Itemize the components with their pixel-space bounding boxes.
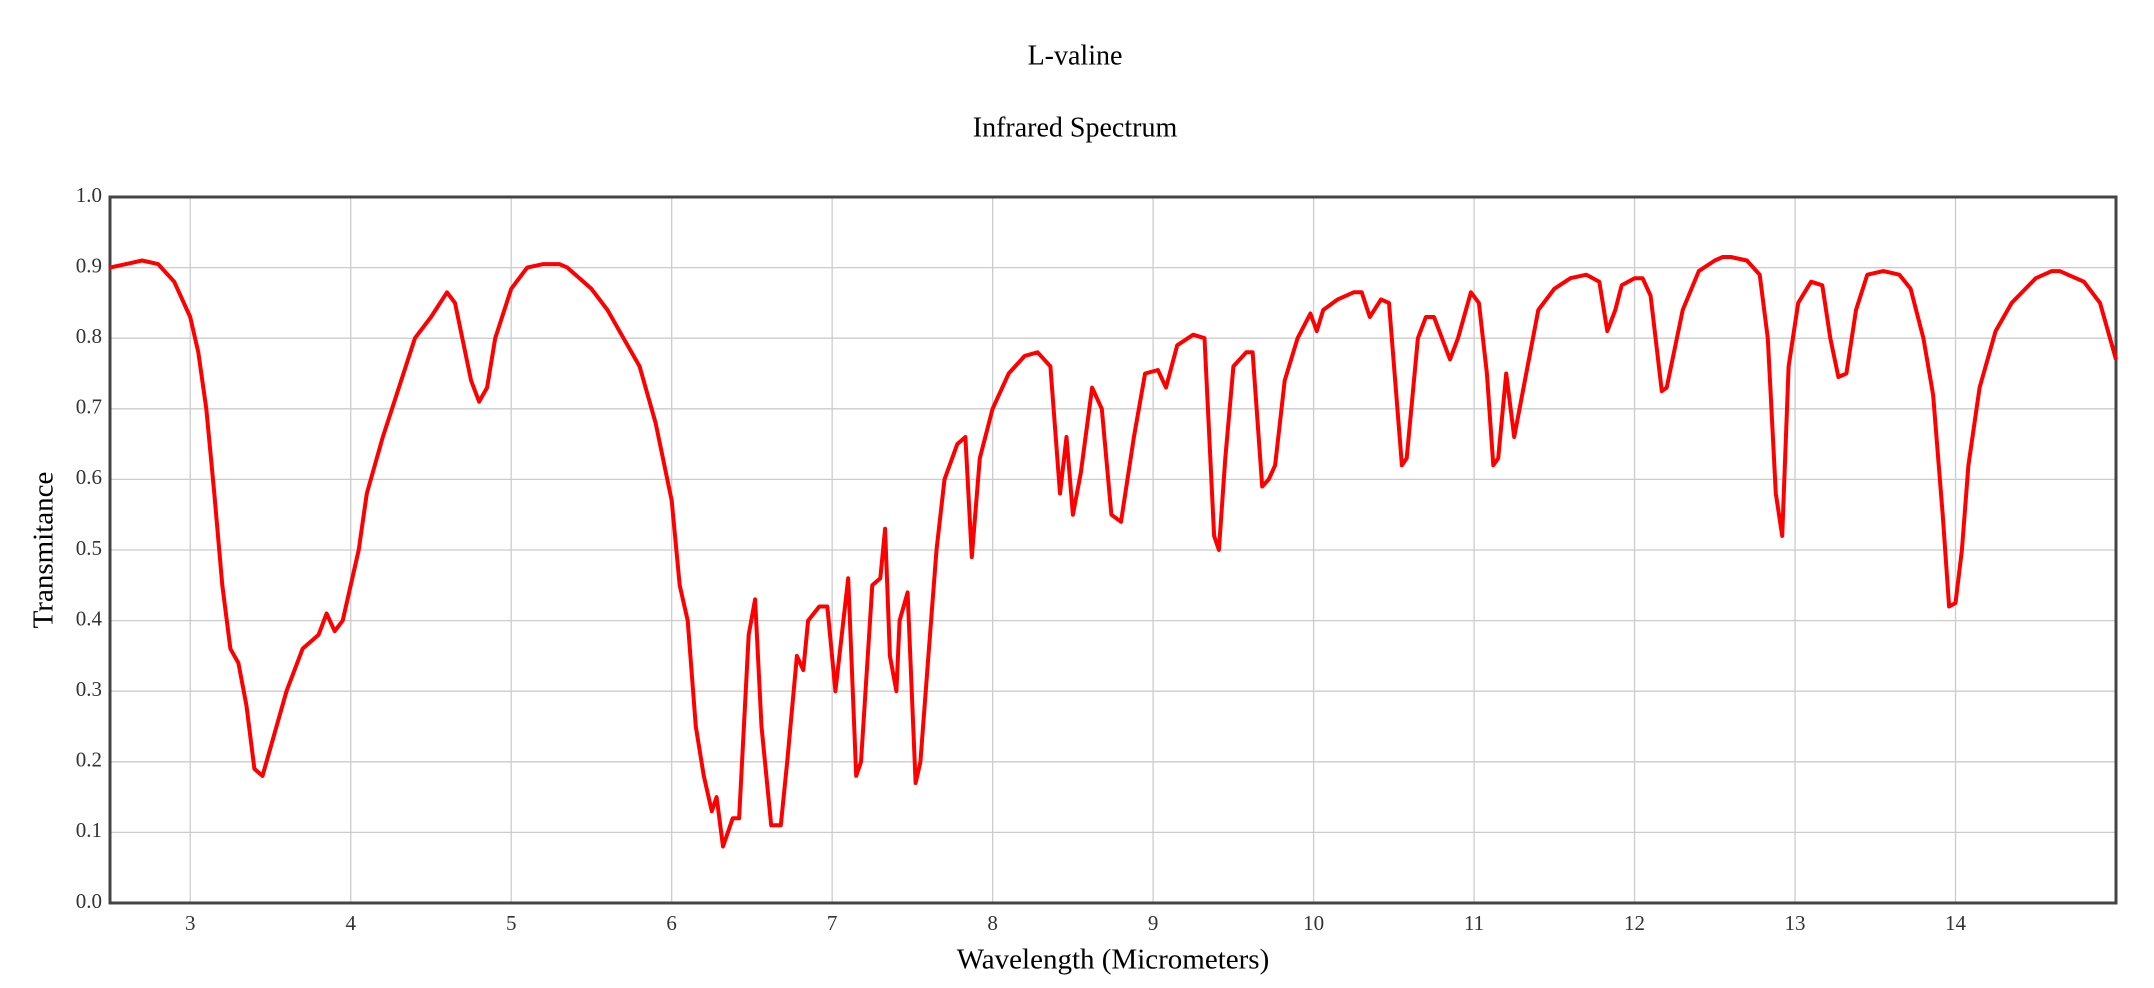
y-tick-label: 0.9 bbox=[76, 253, 102, 277]
y-tick-label: 0.3 bbox=[76, 677, 102, 701]
y-tick-label: 0.1 bbox=[76, 818, 102, 842]
plot-frame bbox=[108, 195, 2118, 905]
x-tick-label: 14 bbox=[1945, 911, 1967, 935]
y-tick-label: 0.2 bbox=[76, 748, 102, 772]
x-tick-label: 9 bbox=[1148, 911, 1159, 935]
y-tick-label: 0.7 bbox=[76, 395, 102, 419]
y-tick-label: 0.5 bbox=[76, 536, 102, 560]
y-tick-label: 1.0 bbox=[76, 183, 102, 207]
x-axis-label: Wavelength (Micrometers) bbox=[957, 944, 1270, 976]
y-tick-label: 0.4 bbox=[76, 606, 103, 630]
x-tick-label: 7 bbox=[827, 911, 838, 935]
x-tick-label: 5 bbox=[506, 911, 517, 935]
x-tick-label: 3 bbox=[185, 911, 196, 935]
spectrum-line bbox=[109, 255, 2118, 849]
x-tick-label: 13 bbox=[1785, 911, 1806, 935]
chart-subtitle: Infrared Spectrum bbox=[973, 112, 1178, 143]
y-axis-label: Transmitance bbox=[28, 472, 60, 629]
x-tick-label: 8 bbox=[987, 911, 998, 935]
x-tick-label: 6 bbox=[666, 911, 677, 935]
x-tick-label: 4 bbox=[345, 911, 356, 935]
y-tick-label: 0.8 bbox=[76, 324, 102, 348]
x-tick-label: 11 bbox=[1464, 911, 1484, 935]
chart-title: L-valine bbox=[1028, 40, 1123, 71]
x-tick-label: 12 bbox=[1624, 911, 1645, 935]
y-tick-label: 0.6 bbox=[76, 465, 102, 489]
x-tick-label: 10 bbox=[1303, 911, 1324, 935]
y-tick-label: 0.0 bbox=[76, 889, 102, 913]
